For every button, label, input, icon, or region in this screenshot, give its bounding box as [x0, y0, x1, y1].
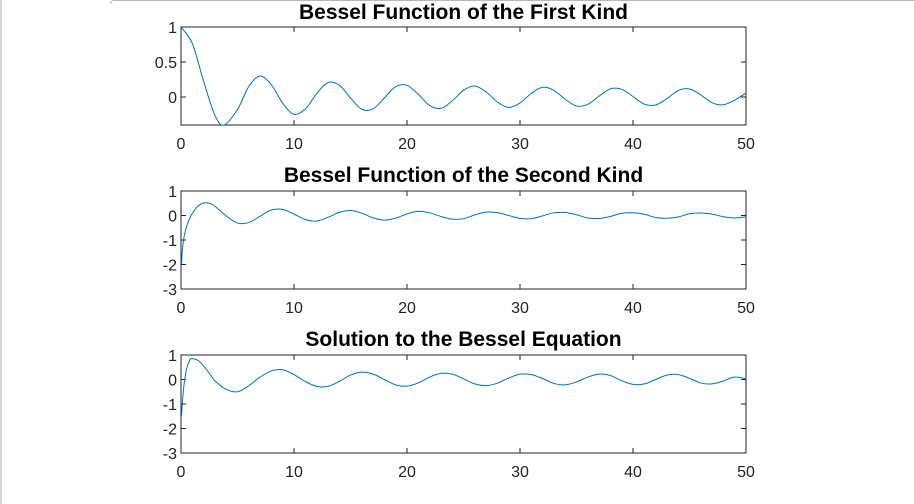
- axes-frame: [180, 190, 747, 290]
- y-tick-label: 0.5: [155, 55, 177, 72]
- y-tick-label: 0: [168, 373, 177, 390]
- window-left-edge: [0, 0, 2, 504]
- y-tick-label: -3: [163, 446, 177, 463]
- y-tick-label: -1: [163, 397, 177, 414]
- y-tick-label: -3: [163, 282, 177, 299]
- axes-frame: [180, 26, 747, 126]
- y-tick-labels: 1 0 -1 -2 -3: [163, 348, 177, 463]
- x-tick-label: 40: [624, 300, 642, 317]
- x-tick-label: 40: [624, 136, 642, 153]
- subplot-1: Bessel Function of the First Kind 0 10 20 3…: [155, 1, 755, 153]
- y-tick-labels: 1 0 -1 -2 -3: [163, 184, 177, 299]
- x-tick-labels: 0 10 20 30 40 50: [177, 464, 755, 481]
- x-tick-label: 50: [737, 464, 755, 481]
- x-tick-label: 10: [285, 136, 303, 153]
- subplot-2: Bessel Function of the Second Kind 0 10 20…: [163, 164, 755, 317]
- x-tick-labels: 0 10 20 30 40 50: [177, 300, 755, 317]
- plot-title: Solution to the Bessel Equation: [305, 328, 621, 351]
- x-tick-label: 50: [737, 136, 755, 153]
- x-tick-label: 30: [511, 300, 529, 317]
- y-tick-label: 1: [168, 184, 177, 201]
- data-line: [181, 358, 747, 417]
- x-tick-label: 10: [285, 300, 303, 317]
- x-tick-label: 20: [398, 464, 416, 481]
- x-tick-label: 20: [398, 136, 416, 153]
- x-tick-label: 30: [511, 136, 529, 153]
- x-tick-label: 30: [511, 464, 529, 481]
- data-line: [181, 202, 747, 265]
- y-tick-label: 0: [168, 209, 177, 226]
- x-tick-label: 0: [177, 464, 186, 481]
- x-tick-label: 40: [624, 464, 642, 481]
- x-tick-label: 0: [177, 136, 186, 153]
- axis-ticks: [180, 354, 747, 454]
- plot-title: Bessel Function of the Second Kind: [284, 164, 643, 187]
- data-line: [180, 26, 747, 126]
- x-tick-label: 0: [177, 300, 186, 317]
- y-tick-label: 1: [168, 20, 177, 37]
- axis-ticks: [180, 190, 747, 290]
- y-tick-label: -1: [163, 233, 177, 250]
- subplot-3: Solution to the Bessel Equation 0 10 20 30 4…: [163, 328, 755, 481]
- window-top-edge: [110, 0, 914, 4]
- x-tick-labels: 0 10 20 30 40 50: [177, 136, 755, 153]
- x-tick-label: 50: [737, 300, 755, 317]
- plot-title: Bessel Function of the First Kind: [299, 1, 628, 24]
- y-tick-label: 1: [168, 348, 177, 365]
- y-tick-label: -2: [163, 422, 177, 439]
- x-tick-label: 10: [285, 464, 303, 481]
- y-tick-label: -2: [163, 258, 177, 275]
- y-tick-labels: 10.50: [155, 20, 177, 107]
- axis-ticks: [180, 26, 747, 125]
- axes-frame: [180, 354, 747, 454]
- x-tick-label: 20: [398, 300, 416, 317]
- y-tick-label: 0: [168, 90, 177, 107]
